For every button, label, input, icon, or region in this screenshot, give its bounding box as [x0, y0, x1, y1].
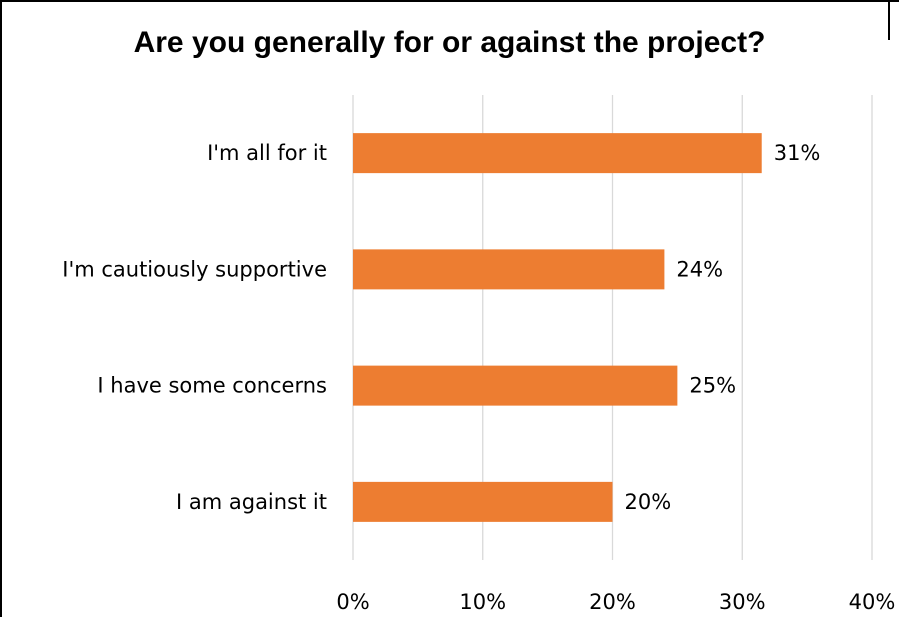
x-tick-label: 40% [849, 590, 896, 614]
chart-title: Are you generally for or against the pro… [133, 26, 766, 59]
x-tick-label: 20% [589, 590, 636, 614]
data-label: 20% [625, 490, 672, 514]
bar [353, 481, 613, 522]
category-label: I'm cautiously supportive [62, 257, 327, 281]
category-label: I'm all for it [207, 141, 327, 165]
bar [353, 133, 762, 174]
x-tick-label: 0% [336, 590, 369, 614]
bars [353, 133, 762, 522]
labels: 0% 10% 20% 30% 40% I'm all for it 31% I'm cauti… [62, 141, 895, 614]
data-label: 24% [676, 257, 723, 281]
category-label: I am against it [176, 490, 327, 514]
x-tick-label: 30% [719, 590, 766, 614]
data-label: 31% [774, 141, 821, 165]
bar [353, 249, 665, 290]
x-tick-label: 10% [459, 590, 506, 614]
data-label: 25% [689, 374, 736, 398]
bar [353, 365, 678, 406]
category-label: I have some concerns [97, 374, 327, 398]
